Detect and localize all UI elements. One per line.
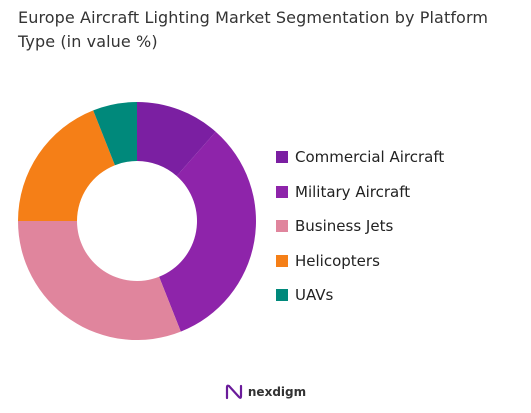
legend-swatch xyxy=(276,185,288,198)
brand-name: nexdigm xyxy=(247,385,307,399)
chart-legend: Commercial Aircraft Military Aircraft Bu… xyxy=(276,140,444,313)
donut-slices xyxy=(18,102,257,341)
legend-item-helicopters: Helicopters xyxy=(276,244,444,279)
donut-slice-military-aircraft xyxy=(159,131,257,332)
legend-item-military-aircraft: Military Aircraft xyxy=(276,175,444,210)
donut-slice-business-jets xyxy=(18,221,181,341)
donut-slice-helicopters xyxy=(18,110,115,221)
legend-swatch xyxy=(276,220,288,233)
nexdigm-logo-icon xyxy=(225,384,242,400)
legend-label: UAVs xyxy=(295,286,334,305)
legend-item-business-jets: Business Jets xyxy=(276,209,444,244)
legend-label: Military Aircraft xyxy=(295,182,411,201)
legend-label: Helicopters xyxy=(295,251,380,270)
legend-swatch xyxy=(276,289,288,302)
legend-label: Business Jets xyxy=(295,217,394,236)
chart-title: Europe Aircraft Lighting Market Segmenta… xyxy=(18,8,489,51)
donut-slice-uavs xyxy=(93,102,137,166)
legend-label: Commercial Aircraft xyxy=(295,148,445,167)
legend-swatch xyxy=(276,151,288,164)
brand-logo: nexdigm xyxy=(0,384,531,400)
legend-item-commercial-aircraft: Commercial Aircraft xyxy=(276,140,444,175)
legend-item-uavs: UAVs xyxy=(276,278,444,313)
legend-swatch xyxy=(276,254,288,267)
donut-slice-commercial-aircraft xyxy=(137,102,216,176)
